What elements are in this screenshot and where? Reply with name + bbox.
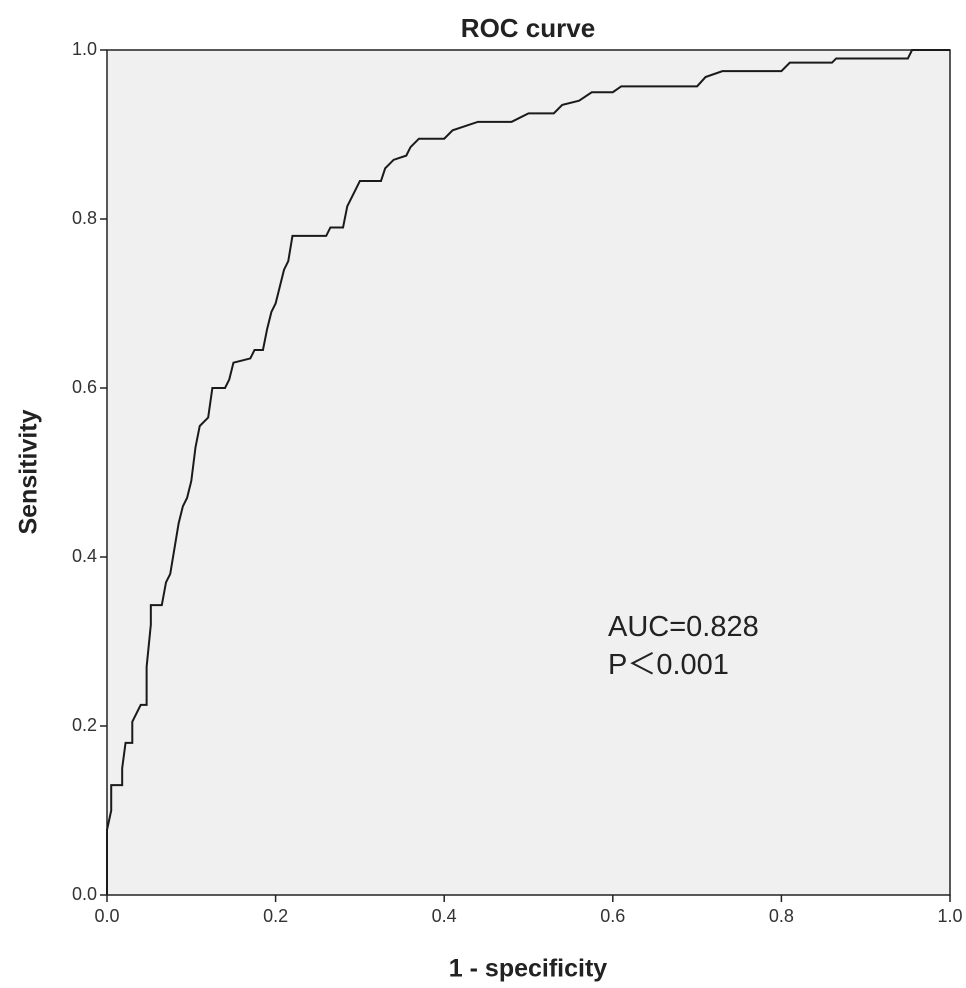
x-tick-label: 0.0 bbox=[94, 906, 119, 926]
x-tick-label: 1.0 bbox=[937, 906, 962, 926]
y-tick-label: 0.6 bbox=[72, 377, 97, 397]
annotation: AUC=0.828 bbox=[608, 611, 759, 643]
y-axis-title: Sensitivity bbox=[15, 409, 43, 534]
y-tick-label: 0.4 bbox=[72, 546, 97, 566]
y-tick-label: 1.0 bbox=[72, 39, 97, 59]
plot-area bbox=[106, 49, 951, 896]
annotation: P＜0.001 bbox=[608, 649, 729, 681]
x-tick-label: 0.4 bbox=[432, 906, 457, 926]
y-tick-label: 0.0 bbox=[72, 884, 97, 904]
y-tick-label: 0.2 bbox=[72, 715, 97, 735]
y-tick-label: 0.8 bbox=[72, 208, 97, 228]
roc-curve bbox=[106, 49, 950, 895]
x-tick-label: 0.8 bbox=[769, 906, 794, 926]
chart-title: ROC curve bbox=[461, 13, 595, 43]
x-axis-title: 1 - specificity bbox=[449, 955, 607, 983]
x-tick-label: 0.6 bbox=[600, 906, 625, 926]
x-tick-label: 0.2 bbox=[263, 906, 288, 926]
